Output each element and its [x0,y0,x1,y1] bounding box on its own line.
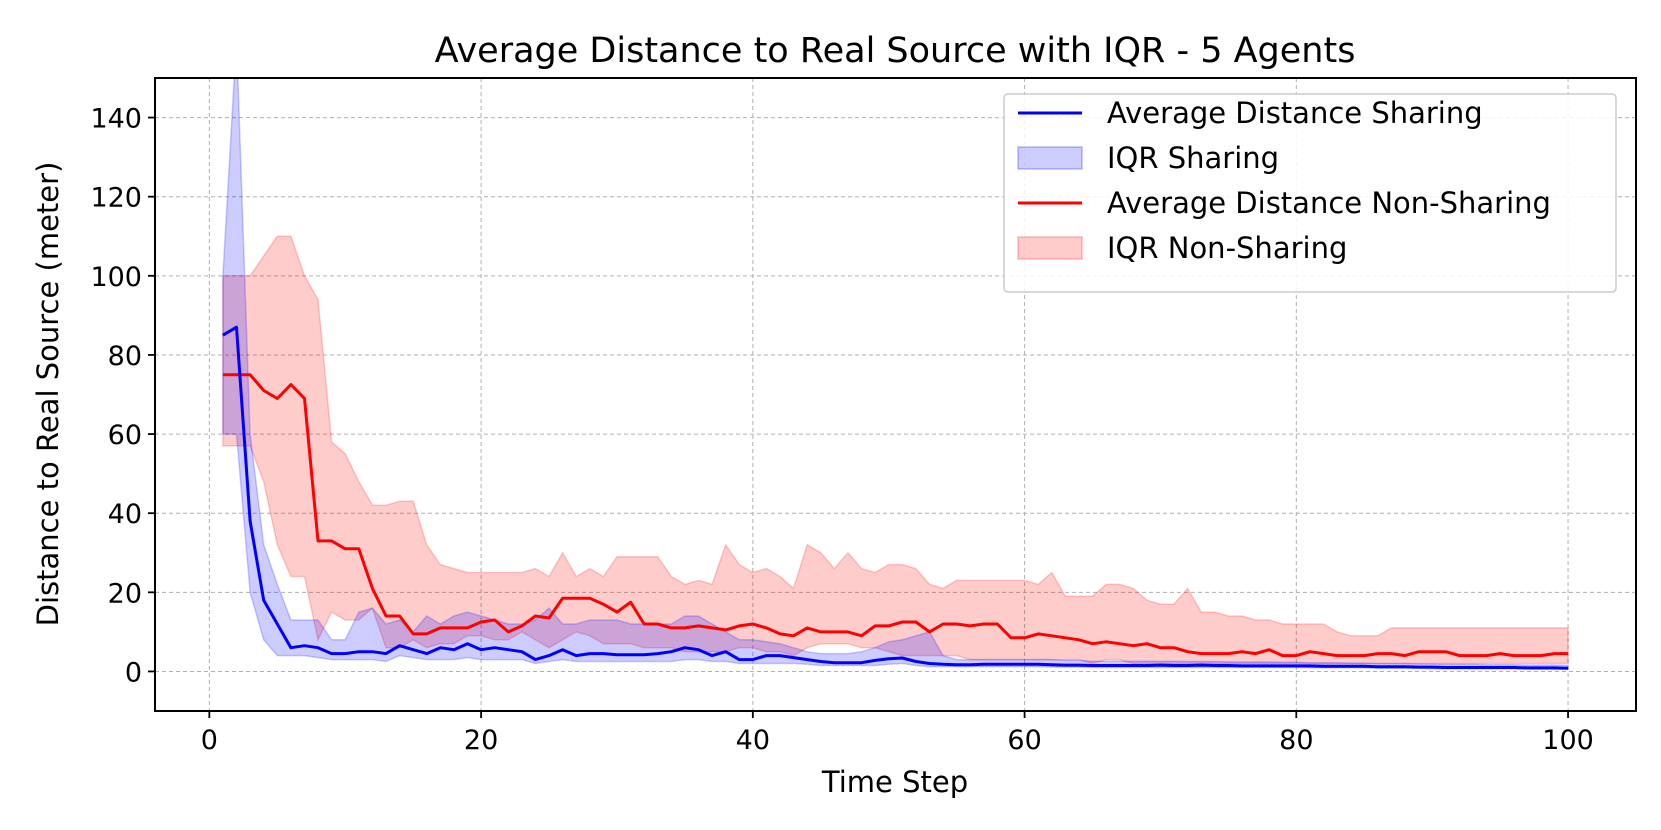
series-line-average-distance-sharing [222,325,1569,670]
iqr-bands [222,78,1569,670]
x-axis-label: Time Step [821,765,968,799]
y-tick-label: 40 [108,499,142,530]
legend-label: IQR Sharing [1107,141,1279,175]
series-lines [222,325,1569,670]
legend-patch-swatch [1017,146,1083,170]
legend-box [1003,93,1617,293]
x-tick-label: 60 [1007,725,1041,756]
y-tick-label: 120 [90,183,142,214]
x-tick-label: 100 [1542,725,1594,756]
y-tick-label: 0 [125,657,142,688]
y-axis-label: Distance to Real Source (meter) [31,162,65,627]
legend-patch-swatch [1017,236,1083,260]
y-tick-label: 80 [108,341,142,372]
series-line-average-distance-non-sharing [222,373,1569,658]
iqr-band-iqr-sharing [222,78,1569,670]
legend-label: Average Distance Sharing [1107,96,1483,130]
y-tick-label: 140 [90,104,142,135]
y-tick-label: 20 [108,578,142,609]
plot-frame [154,77,1637,712]
x-tick-label: 80 [1279,725,1313,756]
x-tick-label: 0 [201,725,218,756]
x-tick-label: 20 [464,725,498,756]
x-tick-label: 40 [736,725,770,756]
legend-label: Average Distance Non-Sharing [1107,186,1551,220]
chart-title: Average Distance to Real Source with IQR… [435,31,1356,71]
legend: Average Distance Sharing IQR Sharing Avera… [1003,93,1617,293]
y-tick-label: 100 [90,262,142,293]
iqr-band-iqr-non-sharing [222,235,1569,665]
axis-ticks: 0 20 40 60 80 100 0 20 40 60 80 100 120 140 [90,104,1593,756]
y-tick-label: 60 [108,420,142,451]
legend-label: IQR Non-Sharing [1107,231,1347,265]
